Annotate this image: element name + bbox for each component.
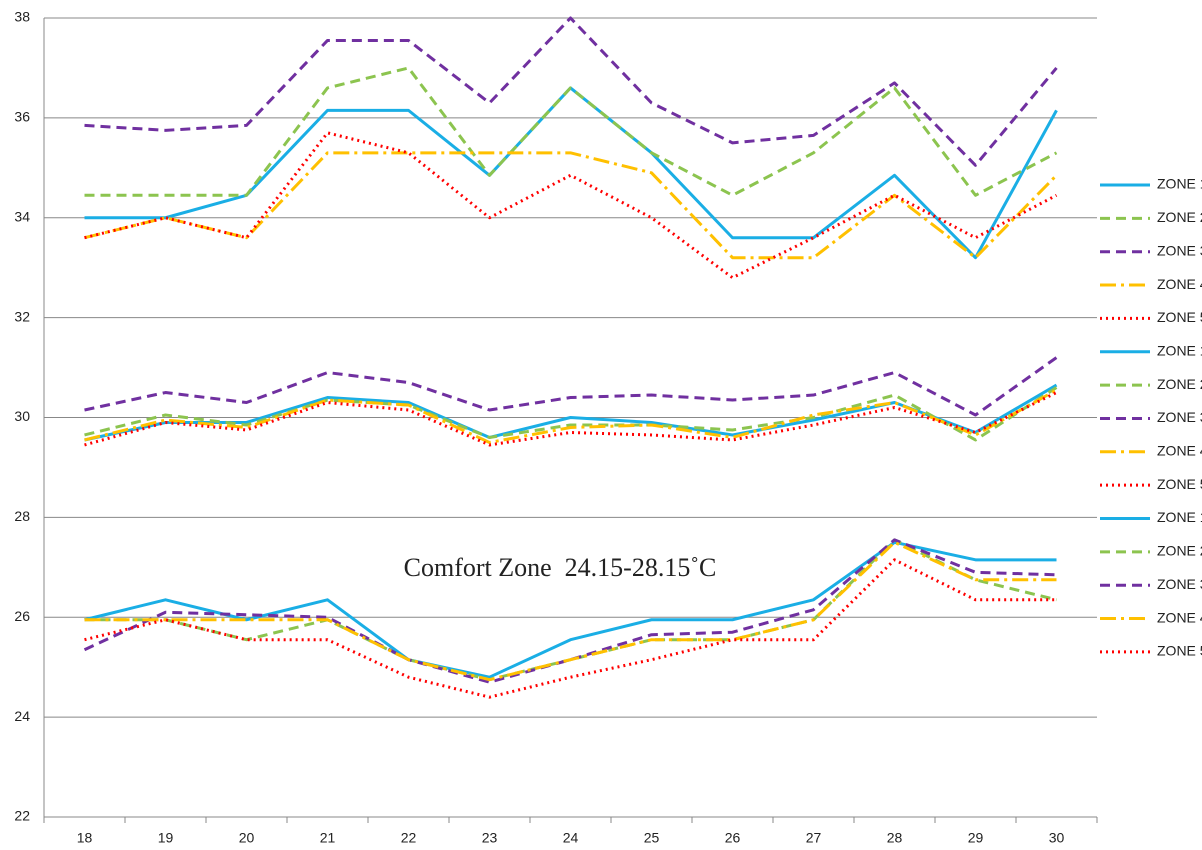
x-tick-label: 24 <box>563 830 579 846</box>
line <box>84 388 1058 444</box>
legend-label: ZONE 4 <box>1157 443 1202 459</box>
y-tick-label: 28 <box>14 508 30 524</box>
line <box>84 540 1057 682</box>
x-tick-label: 20 <box>239 830 255 846</box>
line <box>84 540 1057 679</box>
legend-label: ZONE 4 <box>1157 609 1202 625</box>
legend-label: ZONE 3 <box>1157 242 1202 258</box>
legend-label: ZONE 5 <box>1157 643 1202 659</box>
legend-label: ZONE 2 <box>1157 543 1202 559</box>
x-tick-label: 27 <box>806 830 822 846</box>
line <box>84 131 1058 280</box>
legend-label: ZONE 5 <box>1157 476 1202 492</box>
y-tick-label: 24 <box>14 708 30 724</box>
y-tick-label: 26 <box>14 608 30 624</box>
x-tick-label: 19 <box>158 830 174 846</box>
x-tick-label: 30 <box>1049 830 1065 846</box>
y-tick-label: 36 <box>14 109 30 125</box>
line <box>84 391 1058 447</box>
line <box>84 558 1057 699</box>
line <box>84 383 1058 442</box>
y-tick-label: 22 <box>14 808 30 824</box>
y-tick-label: 34 <box>14 208 30 224</box>
line <box>84 356 1058 417</box>
line <box>84 151 1058 260</box>
legend-label: ZONE 2 <box>1157 209 1202 225</box>
legend-label: ZONE 3 <box>1157 576 1202 592</box>
legend-label: ZONE 1 <box>1157 176 1202 192</box>
x-tick-label: 28 <box>887 830 903 846</box>
annotation: Comfort Zone 24.15-28.15˚C <box>404 553 717 582</box>
x-tick-label: 29 <box>968 830 984 846</box>
legend-label: ZONE 4 <box>1157 276 1202 292</box>
x-tick-label: 26 <box>725 830 741 846</box>
y-tick-label: 38 <box>14 9 30 25</box>
x-tick-label: 23 <box>482 830 498 846</box>
legend-label: ZONE 1 <box>1157 342 1202 358</box>
line <box>84 66 1058 197</box>
line <box>84 16 1058 167</box>
y-tick-label: 32 <box>14 308 30 324</box>
x-tick-label: 21 <box>320 830 336 846</box>
legend-label: ZONE 1 <box>1157 509 1202 525</box>
line <box>83 538 1057 684</box>
x-tick-label: 22 <box>401 830 417 846</box>
legend-label: ZONE 3 <box>1157 409 1202 425</box>
x-tick-label: 18 <box>77 830 93 846</box>
legend-label: ZONE 5 <box>1157 309 1202 325</box>
line <box>84 386 1058 442</box>
y-tick-label: 30 <box>14 408 30 424</box>
x-tick-label: 25 <box>644 830 660 846</box>
legend-label: ZONE 2 <box>1157 376 1202 392</box>
